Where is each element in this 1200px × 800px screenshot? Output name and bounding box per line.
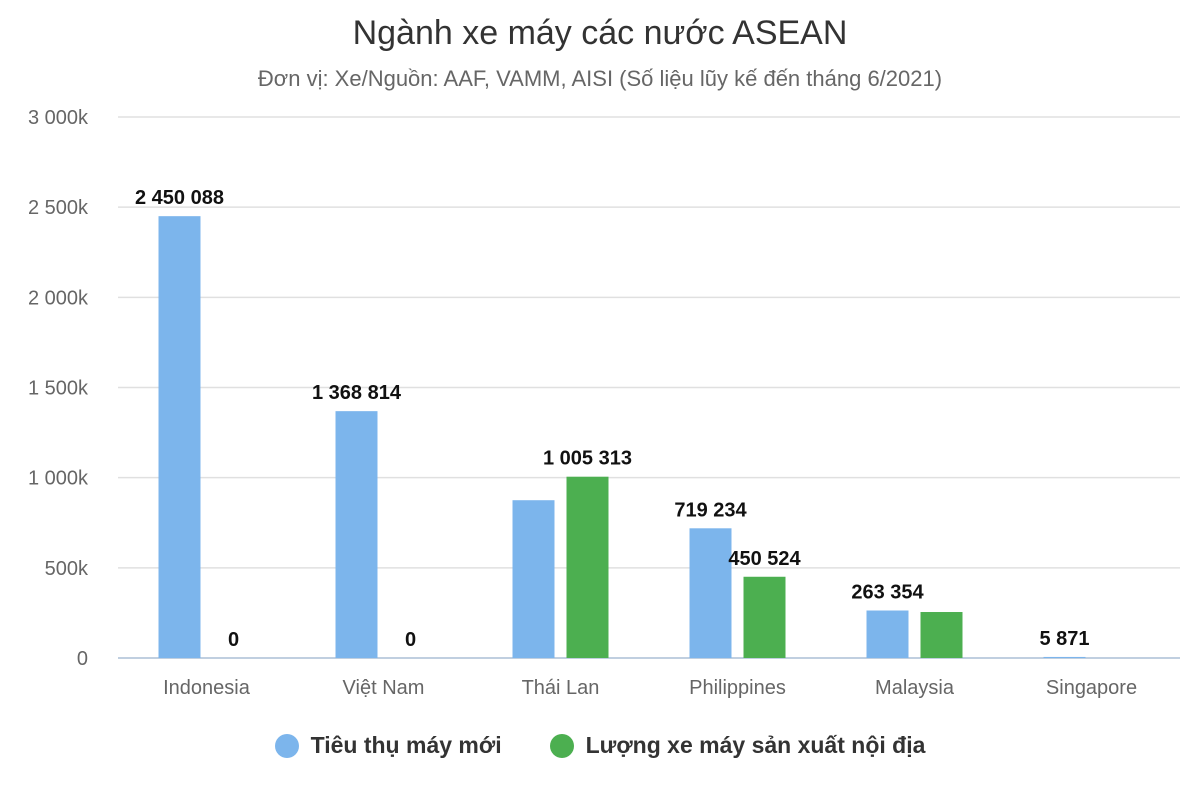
y-tick-label: 2 000k bbox=[28, 287, 89, 309]
legend-item-series-1[interactable]: Tiêu thụ máy mới bbox=[274, 732, 502, 759]
y-tick-label: 500k bbox=[45, 558, 89, 580]
data-label: 450 524 bbox=[728, 548, 801, 570]
y-tick-label: 2 500k bbox=[28, 197, 89, 219]
data-label: 0 bbox=[228, 629, 239, 651]
x-tick-label: Việt Nam bbox=[343, 677, 425, 699]
data-label: 2 450 088 bbox=[135, 187, 224, 209]
bar-production bbox=[743, 576, 786, 658]
chart-subtitle: Đơn vị: Xe/Nguồn: AAF, VAMM, AISI (Số li… bbox=[257, 66, 943, 91]
data-label: 719 234 bbox=[674, 499, 747, 521]
data-label: 0 bbox=[405, 629, 416, 651]
bar-consumption bbox=[866, 610, 909, 658]
data-label: 5 871 bbox=[1039, 628, 1089, 650]
data-label: 1 368 814 bbox=[312, 382, 402, 404]
bar-consumption bbox=[1043, 656, 1086, 658]
y-tick-label: 1 500k bbox=[28, 378, 89, 400]
x-tick-label: Malaysia bbox=[875, 677, 955, 699]
bar-consumption bbox=[158, 216, 201, 658]
chart-legend: Tiêu thụ máy mới Lượng xe máy sản xuất n… bbox=[0, 732, 1200, 759]
legend-marker-icon bbox=[549, 733, 574, 758]
x-tick-label: Thái Lan bbox=[522, 677, 600, 699]
legend-marker-icon bbox=[274, 733, 299, 758]
x-tick-label: Singapore bbox=[1046, 677, 1137, 699]
legend-label: Tiêu thụ máy mới bbox=[310, 732, 502, 758]
x-tick-label: Philippines bbox=[689, 677, 786, 699]
data-label: 1 005 313 bbox=[543, 448, 632, 470]
y-tick-label: 3 000k bbox=[28, 107, 89, 129]
y-tick-label: 1 000k bbox=[28, 468, 89, 490]
legend-label: Lượng xe máy sản xuất nội địa bbox=[585, 732, 926, 758]
bar-chart: 0 500k 1 000k 1 500k 2 000k 2 500k 3 000k 2 450… bbox=[28, 107, 1180, 699]
chart-title: Ngành xe máy các nước ASEAN bbox=[352, 14, 848, 52]
y-tick-label: 0 bbox=[77, 648, 88, 670]
bar-production bbox=[566, 476, 609, 658]
bar-consumption bbox=[512, 500, 555, 658]
data-label: 263 354 bbox=[851, 582, 924, 604]
legend-item-series-2[interactable]: Lượng xe máy sản xuất nội địa bbox=[549, 732, 926, 759]
bar-consumption bbox=[335, 411, 378, 658]
bar-production bbox=[920, 612, 963, 658]
x-tick-label: Indonesia bbox=[163, 677, 251, 699]
bar-consumption bbox=[689, 528, 732, 658]
